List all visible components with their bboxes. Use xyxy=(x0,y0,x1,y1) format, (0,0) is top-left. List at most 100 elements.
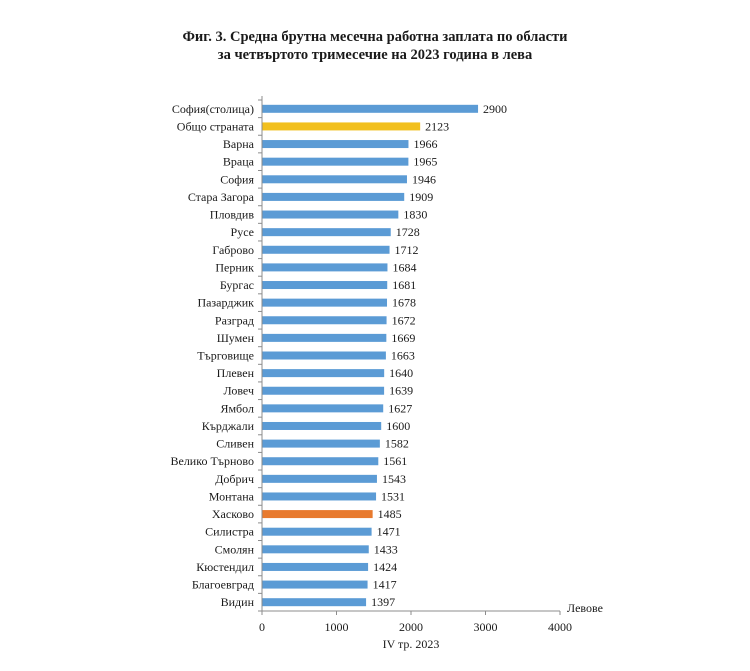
value-label: 1397 xyxy=(371,595,395,609)
value-label: 1640 xyxy=(389,366,413,380)
bar xyxy=(262,316,387,325)
category-label: Търговище xyxy=(197,349,254,363)
category-label: София xyxy=(220,172,254,186)
value-label: 1678 xyxy=(392,296,416,310)
bar xyxy=(262,333,387,342)
x-tick-label: 0 xyxy=(259,620,265,634)
x-tick-label: 3000 xyxy=(474,620,498,634)
bar xyxy=(262,404,384,413)
category-label: Кюстендил xyxy=(196,560,254,574)
value-label: 1966 xyxy=(413,137,437,151)
value-label: 1830 xyxy=(403,208,427,222)
bar xyxy=(262,263,388,272)
x-tick-label: 2000 xyxy=(399,620,423,634)
category-label: Русе xyxy=(231,225,254,239)
bar xyxy=(262,474,377,483)
category-label: Ямбол xyxy=(220,401,254,415)
bar xyxy=(262,545,369,554)
x-tick-label: 4000 xyxy=(548,620,572,634)
category-label: Благоевград xyxy=(192,578,254,592)
category-label: Велико Търново xyxy=(170,454,254,468)
bar xyxy=(262,527,372,536)
bar xyxy=(262,298,388,307)
category-label: Сливен xyxy=(216,437,254,451)
category-label: Силистра xyxy=(205,525,255,539)
value-label: 1946 xyxy=(412,172,436,186)
bar xyxy=(262,369,385,378)
value-label: 1627 xyxy=(388,401,412,415)
bar xyxy=(262,192,405,201)
bars-group: София(столица) 2900 Общо страната 2123 Варна… xyxy=(170,102,507,609)
value-label: 1669 xyxy=(391,331,415,345)
value-label: 1543 xyxy=(382,472,406,486)
chart-title: Фиг. 3. Средна брутна месечна работна за… xyxy=(0,28,750,64)
bar xyxy=(262,439,380,448)
category-label: Габрово xyxy=(212,243,254,257)
value-label: 1728 xyxy=(396,225,420,239)
bar xyxy=(262,492,377,501)
category-label: Монтана xyxy=(209,489,255,503)
unit-label: Левове xyxy=(567,601,603,615)
category-label: Ловеч xyxy=(224,384,255,398)
bar xyxy=(262,510,373,519)
bar xyxy=(262,104,479,113)
bar xyxy=(262,457,379,466)
category-label: Бургас xyxy=(220,278,254,292)
bar xyxy=(262,562,369,571)
value-label: 1531 xyxy=(381,489,405,503)
value-label: 1681 xyxy=(392,278,416,292)
bar xyxy=(262,157,409,166)
chart-title-line-2: за четвъртото тримесечие на 2023 година … xyxy=(217,47,533,63)
category-label: Хасково xyxy=(212,507,254,521)
bar xyxy=(262,228,391,237)
value-label: 1684 xyxy=(392,260,416,274)
bar xyxy=(262,598,367,607)
bar xyxy=(262,351,386,360)
value-label: 2123 xyxy=(425,119,449,133)
chart-title-line-1: Фиг. 3. Средна брутна месечна работна за… xyxy=(182,29,568,45)
value-label: 1909 xyxy=(409,190,433,204)
category-label: Кърджали xyxy=(202,419,255,433)
value-label: 1712 xyxy=(395,243,419,257)
value-label: 1672 xyxy=(392,313,416,327)
value-label: 2900 xyxy=(483,102,507,116)
category-label: Варна xyxy=(223,137,255,151)
bar xyxy=(262,175,407,184)
bar xyxy=(262,245,390,254)
category-label: Перник xyxy=(215,260,254,274)
x-tick-label: 1000 xyxy=(325,620,349,634)
category-label: Стара Загора xyxy=(188,190,255,204)
bar xyxy=(262,421,382,430)
category-label: Враца xyxy=(223,155,255,169)
value-label: 1639 xyxy=(389,384,413,398)
category-label: Шумен xyxy=(217,331,255,345)
bar xyxy=(262,122,421,131)
value-label: 1663 xyxy=(391,349,415,363)
bar xyxy=(262,281,388,290)
x-axis-label: IV тр. 2023 xyxy=(383,637,440,651)
category-label: Пловдив xyxy=(210,208,255,222)
value-label: 1561 xyxy=(383,454,407,468)
axes-group: 0 1000 2000 3000 4000 xyxy=(258,96,572,634)
bar xyxy=(262,580,368,589)
category-label: Пазарджик xyxy=(197,296,254,310)
value-label: 1417 xyxy=(373,578,397,592)
value-label: 1471 xyxy=(377,525,401,539)
bar xyxy=(262,140,409,149)
value-label: 1433 xyxy=(374,542,398,556)
value-label: 1424 xyxy=(373,560,397,574)
value-label: 1965 xyxy=(413,155,437,169)
category-label: Плевен xyxy=(217,366,255,380)
category-label: Добрич xyxy=(215,472,254,486)
category-label: София(столица) xyxy=(172,102,254,116)
value-label: 1600 xyxy=(386,419,410,433)
value-label: 1485 xyxy=(378,507,402,521)
category-label: Разград xyxy=(215,313,254,327)
bar xyxy=(262,210,399,219)
bar xyxy=(262,386,385,395)
category-label: Общо страната xyxy=(177,119,255,133)
value-label: 1582 xyxy=(385,437,409,451)
category-label: Видин xyxy=(221,595,255,609)
